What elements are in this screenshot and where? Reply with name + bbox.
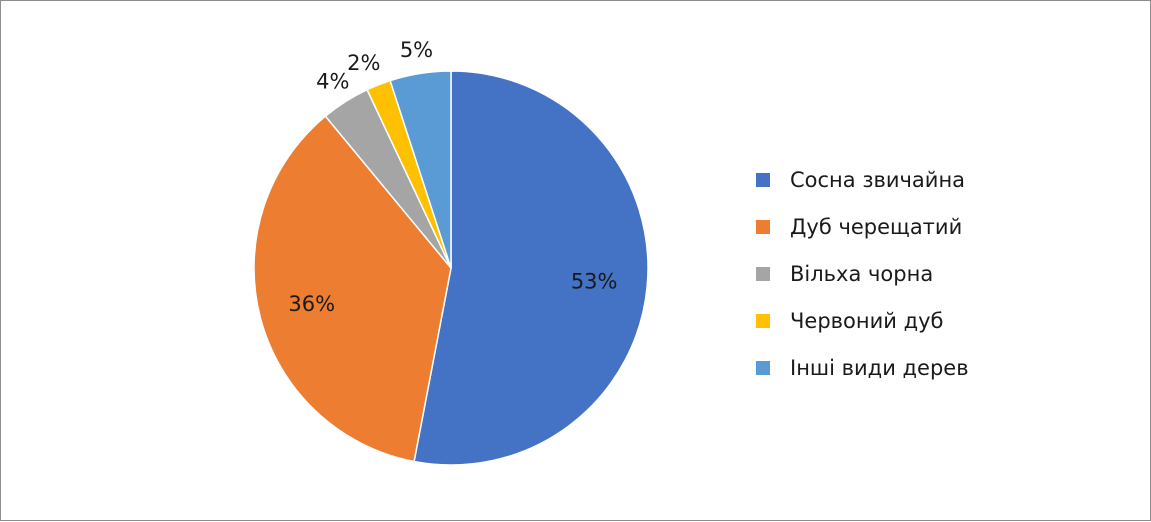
legend-label-0: Сосна звичайна xyxy=(790,167,966,192)
legend-item-1: Дуб черещатий xyxy=(756,203,969,250)
pie-slice-1 xyxy=(253,115,452,463)
pie-data-label-2: 4% xyxy=(316,70,349,94)
legend-swatch-4 xyxy=(756,360,770,375)
pie-slice-0 xyxy=(413,70,649,466)
legend-item-0: Сосна звичайна xyxy=(756,156,969,203)
pie-data-label-0: 53% xyxy=(571,270,618,294)
pie-data-labels: 53% 36% 4%2% 5% xyxy=(288,38,617,316)
legend-label-3: Червоний дуб xyxy=(790,308,944,333)
legend-swatch-0 xyxy=(756,172,770,187)
legend-label-2: Вільха чорна xyxy=(790,261,934,286)
legend-item-3: Червоний дуб xyxy=(756,297,969,344)
legend-swatch-2 xyxy=(756,266,770,281)
legend-item-2: Вільха чорна xyxy=(756,250,969,297)
pie-data-label-4: 5% xyxy=(400,38,433,62)
pie-slices xyxy=(253,70,649,466)
pie-slice-4 xyxy=(389,70,452,269)
legend-swatch-3 xyxy=(756,313,770,328)
legend-swatch-1 xyxy=(756,219,770,234)
legend-label-1: Дуб черещатий xyxy=(790,214,963,239)
legend-item-4: Інші види дерев xyxy=(756,344,969,391)
pie-data-label-3: 2% xyxy=(347,51,380,75)
legend-label-4: Інші види дерев xyxy=(790,355,969,380)
pie-data-label-1: 36% xyxy=(288,292,335,316)
legend: Сосна звичайна Дуб черещатий Вільха чорн… xyxy=(756,156,969,391)
